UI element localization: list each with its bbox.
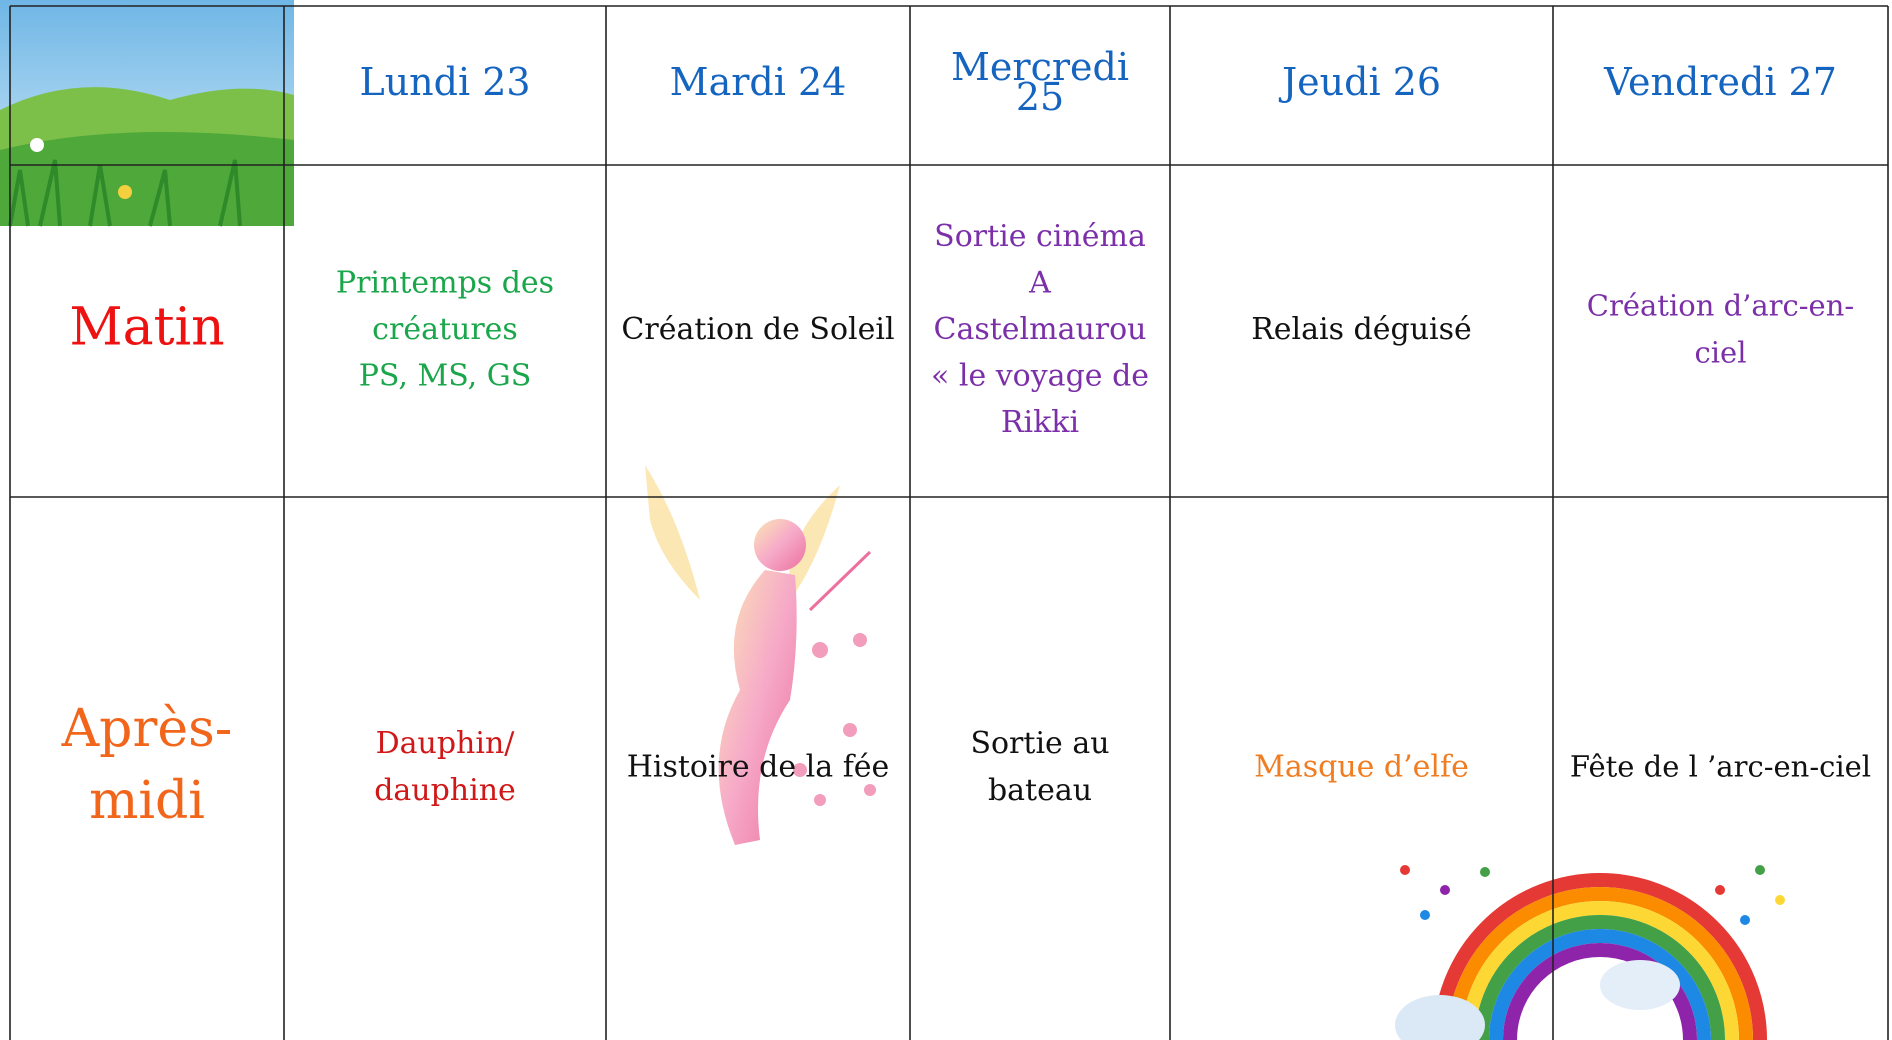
activity-text: Fête de l ’arc-en-ciel <box>1570 750 1871 784</box>
activity-text: Castelmaurou <box>933 312 1146 347</box>
day-header: Lundi 23 <box>359 60 530 104</box>
activity-text: créatures <box>372 312 518 347</box>
day-header: Mercredi <box>951 45 1129 89</box>
day-header: Mardi 24 <box>670 60 847 104</box>
period-label: Après- <box>61 699 233 759</box>
activity-text: Printemps des <box>336 265 554 300</box>
activity-text: Masque d’elfe <box>1254 750 1469 785</box>
activity-text: Sortie au <box>970 726 1109 761</box>
activity-text: dauphine <box>374 773 516 808</box>
activity-text: Rikki <box>1001 405 1079 440</box>
activity-text: ciel <box>1695 335 1747 369</box>
day-header: Jeudi 26 <box>1278 60 1441 104</box>
period-label: Matin <box>69 298 224 358</box>
table-grid <box>9 5 1889 1040</box>
day-header: Vendredi 27 <box>1603 60 1837 104</box>
activity-text: A <box>1028 265 1051 300</box>
period-label: midi <box>89 771 205 831</box>
rainbow-picture <box>1395 865 1785 1040</box>
day-header: 25 <box>1016 75 1064 119</box>
activity-text: Création de Soleil <box>621 312 894 347</box>
fairy-picture <box>645 465 876 845</box>
activity-text: Histoire de la fée <box>627 750 890 785</box>
activity-text: PS, MS, GS <box>359 359 532 394</box>
activity-text: « le voyage de <box>931 359 1149 394</box>
activity-text: Relais déguisé <box>1251 312 1472 347</box>
landscape-picture <box>0 0 294 227</box>
activity-text: bateau <box>988 773 1092 808</box>
activity-text: Sortie cinéma <box>934 219 1146 254</box>
activity-text: Création d’arc-en- <box>1587 289 1854 323</box>
activity-text: Dauphin/ <box>376 726 516 761</box>
